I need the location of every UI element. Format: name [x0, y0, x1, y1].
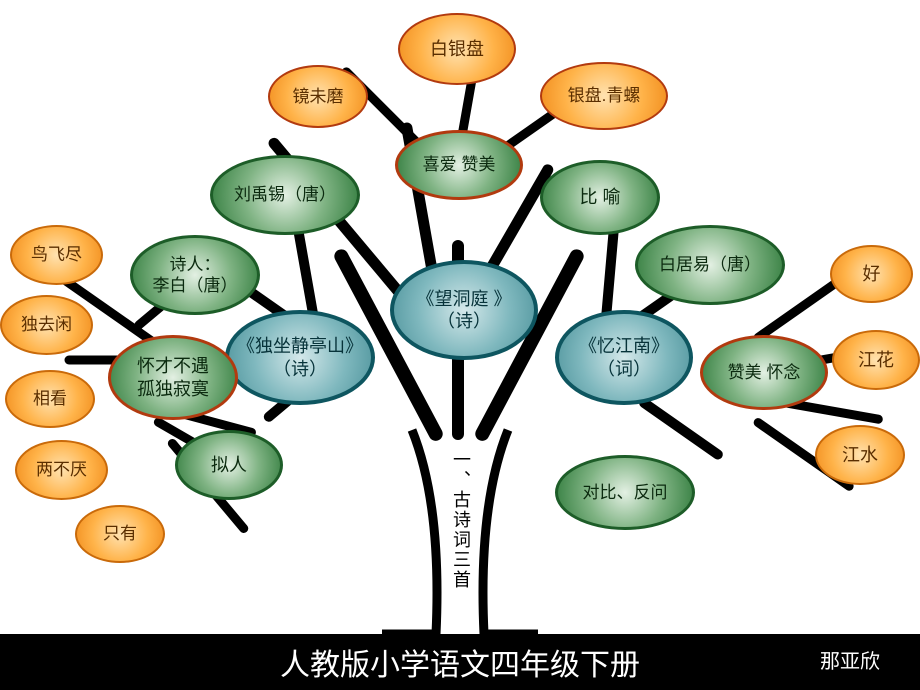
node-jianghua: 江花 [832, 330, 920, 390]
node-label-jingweimo: 镜未磨 [293, 86, 344, 107]
node-label-duibi: 对比、反问 [583, 482, 668, 503]
node-duibi: 对比、反问 [555, 455, 695, 530]
footer-title: 人教版小学语文四年级下册 [280, 640, 640, 684]
node-hao: 好 [830, 245, 913, 303]
node-label-xiangkan: 相看 [33, 388, 67, 409]
node-jiangshui: 江水 [815, 425, 905, 485]
node-poem2: 《望洞庭 》 （诗） [390, 260, 538, 360]
node-label-zhiyou: 只有 [103, 523, 137, 544]
node-xiangkan: 相看 [5, 370, 95, 428]
node-label-yinpanqingluo: 银盘.青螺 [568, 85, 641, 106]
node-label-poet-libai: 诗人： 李白（唐） [153, 254, 238, 297]
node-label-jianghua: 江花 [858, 349, 894, 372]
node-label-hao: 好 [863, 263, 881, 286]
node-poem1: 《独坐静亭山》 （诗） [225, 310, 375, 405]
node-jingweimo: 镜未磨 [268, 65, 368, 128]
node-niren: 拟人 [175, 430, 283, 500]
footer-subtitle: 那亚欣 [820, 645, 880, 674]
node-zhiyou: 只有 [75, 505, 165, 563]
footer-bar: 人教版小学语文四年级下册 那亚欣 [0, 634, 920, 690]
node-yinpanqingluo: 银盘.青螺 [540, 62, 668, 130]
node-label-xiai: 喜爱 赞美 [423, 154, 496, 175]
node-label-niaofeijin: 鸟飞尽 [31, 244, 82, 265]
node-xiai: 喜爱 赞美 [395, 130, 523, 200]
node-baiyinpan: 白银盘 [398, 13, 516, 85]
node-poet-libai: 诗人： 李白（唐） [130, 235, 260, 315]
node-label-duquxian: 独去闲 [21, 314, 72, 335]
node-liangbuyan: 两不厌 [15, 440, 108, 500]
node-label-poem1: 《独坐静亭山》 （诗） [237, 335, 363, 380]
node-huaicai: 怀才不遇 孤独寂寞 [108, 335, 238, 420]
node-label-baiyinpan: 白银盘 [430, 38, 484, 61]
trunk-label: 一、古诗词三首 [448, 450, 474, 590]
node-label-niren: 拟人 [211, 454, 247, 477]
node-label-poem3: 《忆江南》 （词） [579, 335, 669, 380]
node-label-huaicai: 怀才不遇 孤独寂寞 [137, 355, 209, 400]
node-duquxian: 独去闲 [0, 295, 93, 355]
node-liuyuxi: 刘禹锡（唐） [210, 155, 360, 235]
node-label-liangbuyan: 两不厌 [36, 459, 87, 480]
node-label-poem2: 《望洞庭 》 （诗） [416, 288, 511, 333]
mindmap-canvas: 一、古诗词三首 《独坐静亭山》 （诗） 《望洞庭 》 （诗） 《忆江南》 （词） 诗人：… [0, 0, 920, 690]
node-label-jiangshui: 江水 [842, 444, 878, 467]
node-poem3: 《忆江南》 （词） [555, 310, 693, 405]
node-label-biyu: 比 喻 [579, 186, 620, 209]
node-label-liuyuxi: 刘禹锡（唐） [234, 184, 336, 205]
node-label-zanmei: 赞美 怀念 [728, 362, 801, 383]
node-niaofeijin: 鸟飞尽 [10, 225, 103, 285]
node-zanmei: 赞美 怀念 [700, 335, 828, 410]
node-biyu: 比 喻 [540, 160, 660, 235]
node-label-baijuyi: 白居易（唐） [659, 254, 761, 275]
node-baijuyi: 白居易（唐） [635, 225, 785, 305]
